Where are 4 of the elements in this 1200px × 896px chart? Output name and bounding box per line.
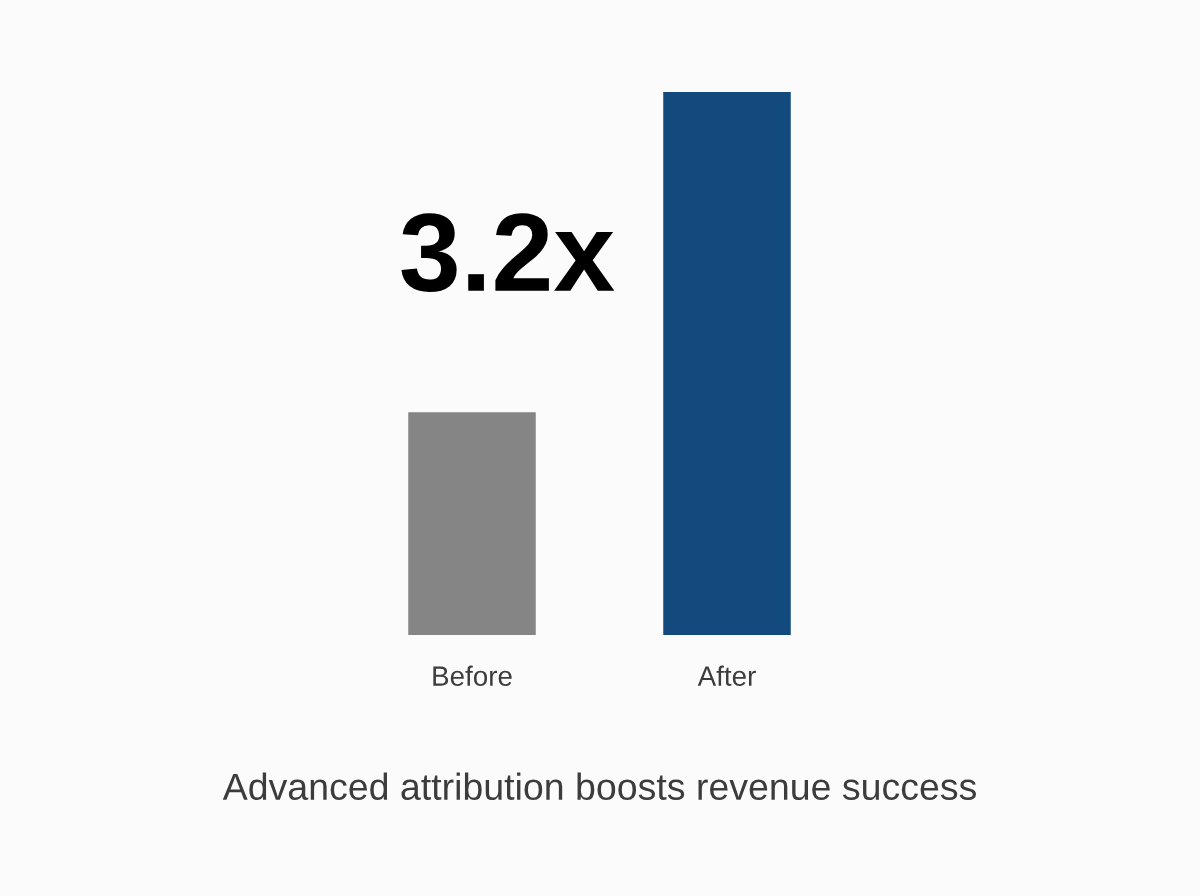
annotation: 3.2x: [401, 213, 615, 292]
text: Advanced attribution boosts revenue success: [222, 772, 976, 801]
x-tick-label: Before: [433, 665, 512, 686]
x-tick-label: After: [697, 665, 756, 686]
